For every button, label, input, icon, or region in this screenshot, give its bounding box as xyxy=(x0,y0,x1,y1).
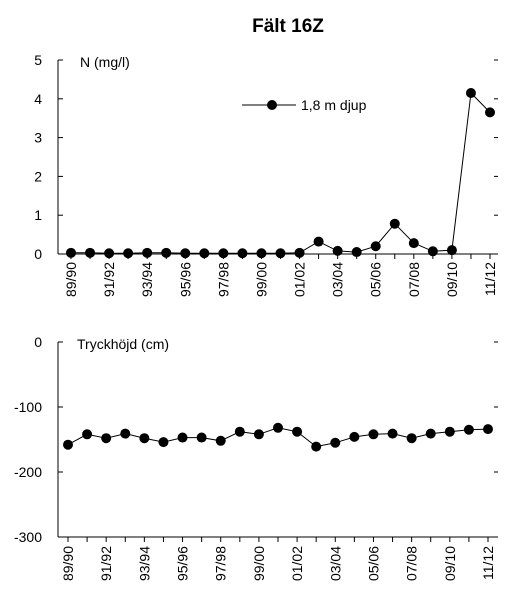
data-point xyxy=(196,432,207,443)
data-point xyxy=(139,433,150,444)
x-tick-label: 11/12 xyxy=(480,546,496,580)
legend-label: 1,8 m djup xyxy=(301,97,367,113)
data-point xyxy=(387,428,398,439)
x-tick-label: 01/02 xyxy=(292,262,308,297)
data-point xyxy=(142,247,153,258)
x-tick-label: 91/92 xyxy=(101,262,117,297)
series-line xyxy=(71,91,491,254)
data-point xyxy=(123,248,134,259)
data-point xyxy=(389,218,400,229)
x-tick-label: 97/98 xyxy=(213,546,229,581)
data-point xyxy=(256,248,267,259)
data-point xyxy=(463,424,474,435)
x-tick-label: 93/94 xyxy=(139,262,155,297)
data-point xyxy=(465,87,476,98)
data-point xyxy=(349,431,360,442)
data-point xyxy=(406,433,417,444)
x-tick-label: 09/10 xyxy=(442,546,458,581)
data-point xyxy=(273,422,283,433)
y-tick-label: 4 xyxy=(34,91,42,107)
x-tick-label: 95/96 xyxy=(175,546,191,581)
legend-marker xyxy=(267,100,277,110)
y-tick-label: 0 xyxy=(34,246,42,262)
x-tick-label: 91/92 xyxy=(98,546,114,581)
x-tick-label: 93/94 xyxy=(136,546,152,581)
y-tick-label: -200 xyxy=(14,464,42,480)
data-point xyxy=(199,248,210,259)
data-point xyxy=(332,245,343,256)
chart-panel-2: -300 -200 -100 0 89/90 91/92 93/94 95/96 97/98 99… xyxy=(14,334,498,581)
x-tick-label: 99/00 xyxy=(253,262,269,297)
x-tick-label: 99/00 xyxy=(251,546,267,581)
x-tick-label: 11/12 xyxy=(482,262,498,296)
data-point xyxy=(311,441,322,452)
chart-panel-1: 0 1 2 3 4 5 89/90 91/92 93/94 95/96 97/98 99/00 01/0… xyxy=(34,52,498,297)
data-point xyxy=(444,426,455,437)
data-point xyxy=(85,247,96,258)
data-point xyxy=(158,437,169,448)
data-point xyxy=(180,248,191,259)
x-tick-label: 89/90 xyxy=(60,546,76,581)
data-point xyxy=(427,246,438,257)
data-point xyxy=(66,247,76,258)
data-point xyxy=(330,437,341,448)
y-tick-label: 5 xyxy=(34,52,42,68)
x-tick-label: 89/90 xyxy=(63,262,79,297)
x-tick-label: 97/98 xyxy=(215,262,231,297)
data-point xyxy=(161,247,172,258)
data-point xyxy=(485,107,495,118)
data-point xyxy=(368,429,379,440)
data-point xyxy=(253,429,264,440)
data-point xyxy=(237,248,248,259)
y-tick-label: -300 xyxy=(14,529,42,545)
x-tick-label: 03/04 xyxy=(327,546,343,581)
data-point xyxy=(408,238,419,249)
data-point xyxy=(218,248,229,259)
axis-annotation: Tryckhöjd (cm) xyxy=(77,336,169,352)
data-point xyxy=(292,426,303,437)
x-tick-label: 01/02 xyxy=(289,546,305,581)
x-tick-label: 07/08 xyxy=(406,262,422,297)
data-point xyxy=(446,245,457,256)
x-tick-label: 05/06 xyxy=(368,262,384,297)
x-tick-label: 95/96 xyxy=(177,262,193,297)
data-point xyxy=(63,439,73,450)
y-tick-label: 1 xyxy=(34,207,42,223)
y-tick-label: -100 xyxy=(14,399,42,415)
data-point xyxy=(425,428,436,439)
data-point xyxy=(234,426,245,437)
data-point xyxy=(215,435,226,446)
data-point xyxy=(483,424,493,435)
data-point xyxy=(101,433,112,444)
axis-annotation: N (mg/l) xyxy=(80,54,130,70)
x-tick-label: 05/06 xyxy=(365,546,381,581)
x-tick-label: 07/08 xyxy=(404,546,420,581)
y-tick-label: 2 xyxy=(34,168,42,184)
data-point xyxy=(177,432,188,443)
data-point xyxy=(82,429,93,440)
x-tick-label: 09/10 xyxy=(444,262,460,297)
y-tick-label: 0 xyxy=(34,334,42,350)
data-point xyxy=(275,248,286,259)
x-tick-label: 03/04 xyxy=(330,262,346,297)
data-point xyxy=(104,248,115,259)
data-point xyxy=(313,236,324,247)
data-point xyxy=(294,247,305,258)
data-point xyxy=(351,247,362,258)
data-point xyxy=(370,241,381,252)
data-point xyxy=(120,428,131,439)
chart-title: Fält 16Z xyxy=(252,16,324,37)
y-tick-label: 3 xyxy=(34,130,42,146)
